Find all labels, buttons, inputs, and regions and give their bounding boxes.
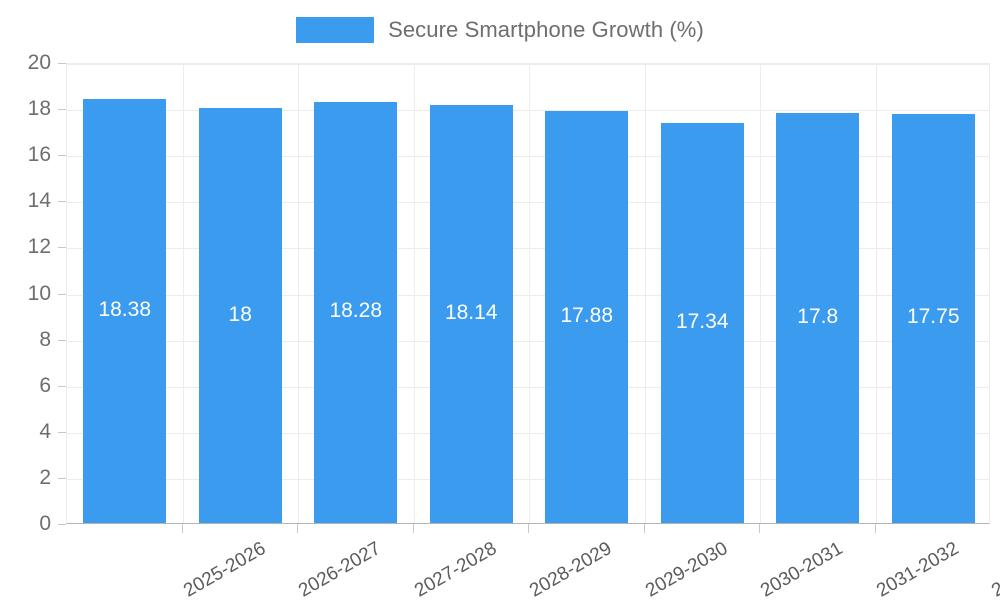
bar[interactable]: 17.8 [776, 112, 860, 523]
bar[interactable]: 18.38 [83, 99, 167, 523]
y-tick-mark [58, 247, 66, 249]
x-tick-label: 2027-2028 [410, 538, 501, 602]
y-tick-label: 14 [27, 189, 51, 213]
chart-legend: Secure Smartphone Growth (%) [0, 12, 1000, 48]
gridline-vertical [645, 64, 646, 523]
gridline-horizontal [67, 110, 989, 112]
y-tick-label: 2 [39, 465, 51, 489]
y-tick-mark [58, 524, 66, 525]
x-tick-label: 2025-2026 [179, 538, 270, 602]
gridline-horizontal [67, 386, 989, 388]
legend-label[interactable]: Secure Smartphone Growth (%) [388, 17, 704, 42]
gridline-vertical [414, 64, 415, 523]
bar[interactable]: 18.14 [429, 104, 513, 523]
bar[interactable]: 18.28 [314, 101, 398, 523]
x-tick-label: 2028-2029 [526, 538, 616, 602]
gridline-vertical [760, 64, 761, 523]
y-tick-label: 4 [39, 419, 51, 443]
y-tick-label: 10 [27, 281, 51, 305]
bar-value-label: 18 [228, 302, 252, 326]
legend-swatch-icon[interactable] [296, 17, 375, 43]
y-tick-mark [58, 431, 66, 433]
x-axis: 2025-2026 2026-2027 2027-2028 2028-2029 2029… [66, 524, 1000, 602]
y-tick-mark [58, 293, 66, 295]
gridline-horizontal [67, 64, 989, 65]
x-tick-label: 2031-2032 [872, 538, 963, 602]
x-tick-label: 2032-2033 [988, 538, 1000, 602]
gridline-horizontal [67, 156, 989, 158]
x-tick-label: 2026-2027 [295, 538, 385, 602]
bar-value-label: 17.8 [797, 304, 839, 328]
y-axis: 0 2 4 6 8 10 12 14 16 18 20 [0, 0, 66, 600]
y-tick-label: 16 [27, 143, 51, 167]
y-tick-mark [58, 339, 66, 341]
gridline-vertical [183, 64, 184, 523]
y-tick-label: 0 [39, 512, 51, 535]
y-tick-label: 6 [39, 373, 51, 397]
y-tick-mark [58, 63, 66, 64]
bar-value-label: 18.28 [329, 299, 383, 323]
x-tick-mark [297, 524, 298, 533]
bar[interactable]: 17.88 [545, 110, 629, 523]
x-tick-mark [413, 524, 414, 533]
bar-value-label: 18.14 [444, 300, 498, 324]
y-tick-label: 18 [27, 97, 51, 121]
x-tick-mark [759, 524, 760, 533]
gridline-horizontal [67, 478, 989, 480]
y-tick-label: 8 [39, 327, 51, 351]
y-tick-mark [58, 385, 66, 387]
y-tick-mark [58, 155, 66, 157]
y-tick-mark [58, 109, 66, 111]
x-tick-mark [528, 524, 529, 533]
y-tick-label: 12 [27, 235, 51, 259]
x-tick-mark [644, 524, 645, 533]
y-tick-mark [58, 477, 66, 479]
gridline-horizontal [67, 248, 989, 250]
gridline-horizontal [67, 340, 989, 342]
y-tick-mark [58, 201, 66, 203]
gridline-vertical [529, 64, 530, 523]
gridline-vertical [876, 64, 877, 523]
x-tick-mark [182, 524, 183, 533]
x-tick-label: 2029-2030 [641, 538, 732, 602]
bar-value-label: 17.75 [906, 305, 960, 329]
gridline-horizontal [67, 294, 989, 296]
gridline-horizontal [67, 202, 989, 204]
bar-value-label: 18.38 [98, 298, 152, 322]
plot-area: 18.38 18 18.28 18.14 17.88 17.34 17.8 17.75 [66, 63, 990, 524]
bars-group: 18.38 18 18.28 18.14 17.88 17.34 17.8 17.75 [67, 64, 989, 523]
bar[interactable]: 17.34 [660, 123, 744, 523]
bar[interactable]: 17.75 [891, 113, 975, 523]
bar[interactable]: 18 [198, 108, 282, 523]
y-tick-label: 20 [27, 51, 51, 74]
bar-value-label: 17.88 [560, 303, 614, 327]
gridline-vertical [298, 64, 299, 523]
bar-value-label: 17.34 [675, 310, 729, 334]
x-tick-label: 2030-2031 [757, 538, 847, 602]
x-tick-mark [875, 524, 876, 533]
gridline-horizontal [67, 432, 989, 434]
